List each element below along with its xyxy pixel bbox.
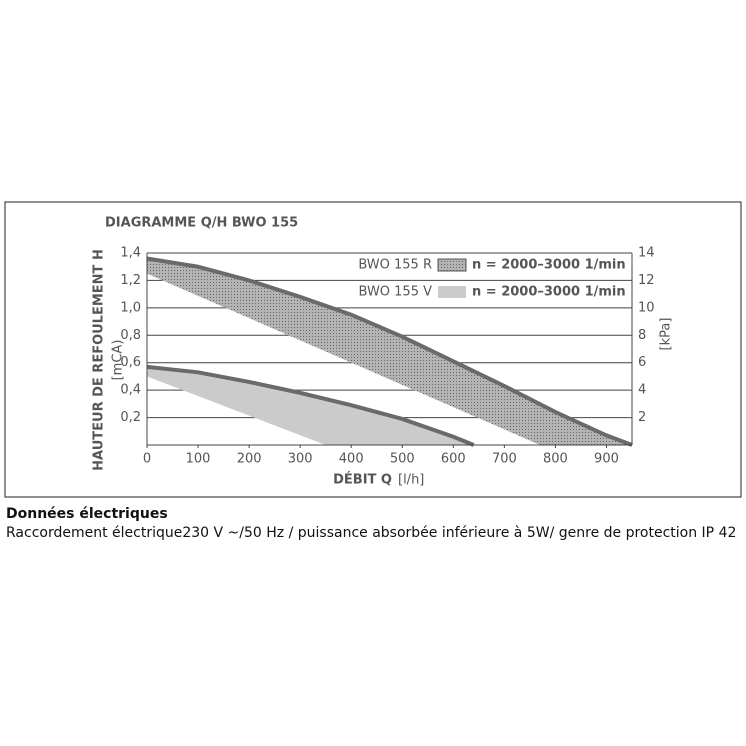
legend-swatch [437, 258, 467, 272]
y-tick-label: 1,2 [120, 273, 141, 288]
y2-tick-label: 2 [638, 410, 646, 425]
x-tick-label: 0 [143, 452, 151, 467]
y2-tick-label: 12 [638, 273, 655, 288]
legend-note: n = 2000–3000 1/min [472, 258, 626, 273]
x-tick-label: 900 [594, 452, 619, 467]
y-tick-label: 1,4 [120, 246, 141, 261]
curve-line [146, 256, 633, 447]
doc-text: Raccordement électrique230 V ~/50 Hz / p… [6, 525, 737, 541]
curve-line [146, 364, 475, 447]
x-axis-label: DÉBIT Q [333, 472, 392, 488]
legend-swatch [438, 286, 466, 298]
y2-tick-label: 8 [638, 328, 646, 343]
y-tick-label: 0,8 [120, 328, 141, 343]
chart: DIAGRAMME Q/H BWO 155 HAUTEUR DE REFOULE… [4, 201, 742, 498]
y-tick-label: 1,0 [120, 300, 141, 315]
y2-tick-label: 6 [638, 355, 646, 370]
legend-label: BWO 155 R [358, 258, 432, 273]
y2-tick-label: 14 [638, 246, 655, 261]
y-axis-unit: [mCA) [111, 340, 126, 381]
y2-axis-unit: [kPa] [659, 318, 674, 351]
x-tick-label: 300 [288, 452, 313, 467]
y-tick-label: 0,6 [120, 355, 141, 370]
legend-note: n = 2000–3000 1/min [472, 285, 626, 300]
y2-tick-label: 10 [638, 300, 655, 315]
chart-title: DIAGRAMME Q/H BWO 155 [105, 216, 298, 231]
y-tick-label: 0,4 [120, 383, 141, 398]
x-tick-label: 200 [237, 452, 262, 467]
x-tick-label: 600 [441, 452, 466, 467]
y-tick-label: 0,2 [120, 410, 141, 425]
x-tick-label: 100 [186, 452, 211, 467]
y2-tick-label: 4 [638, 383, 646, 398]
band-area [147, 366, 474, 445]
x-tick-label: 800 [543, 452, 568, 467]
band-area [147, 258, 632, 445]
doc-heading: Données électriques [6, 506, 168, 522]
y-axis-label: HAUTEUR DE REFOULEMENT H [92, 249, 107, 471]
chart-frame [4, 201, 742, 498]
legend-label: BWO 155 V [358, 285, 432, 300]
x-tick-label: 700 [492, 452, 517, 467]
x-axis-unit: [l/h] [398, 473, 424, 488]
x-tick-label: 400 [339, 452, 364, 467]
x-tick-label: 500 [390, 452, 415, 467]
